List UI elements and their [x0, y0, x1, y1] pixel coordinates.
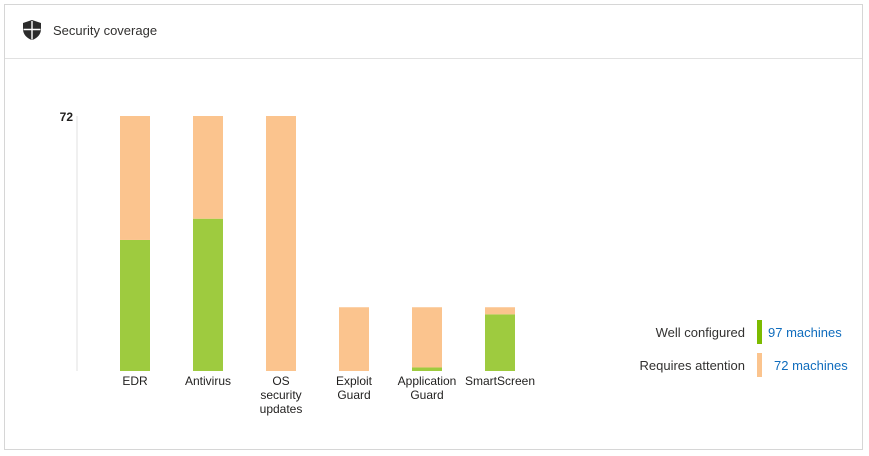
legend-label-well-configured: Well configured [655, 324, 745, 340]
security-coverage-chart: 72 EDR Antivirus OS security updates Exploit Gu… [60, 110, 535, 416]
well-configured-machines-link[interactable]: 97 machines [768, 324, 842, 340]
bar-well-configured[interactable] [412, 367, 442, 371]
bar-requires-attention[interactable] [339, 307, 369, 371]
shield-icon [23, 20, 41, 40]
legend-swatch-well-configured [757, 320, 762, 344]
bar-well-configured[interactable] [120, 239, 150, 371]
bar-requires-attention[interactable] [266, 116, 296, 371]
x-tick-label: Application Guard [398, 374, 457, 402]
x-tick-label: Exploit Guard [336, 374, 373, 402]
legend-item-well-configured: Well configured 97 machines [605, 320, 842, 344]
x-tick-label: EDR [122, 374, 148, 388]
bar-well-configured[interactable] [485, 314, 515, 371]
x-tick-label: OS security updates [260, 374, 303, 416]
legend-item-requires-attention: Requires attention 72 machines [605, 353, 848, 377]
y-tick-label: 72 [60, 110, 74, 124]
security-coverage-card: Security coverage 72 EDR Antivirus OS securi… [4, 4, 863, 450]
card-header: Security coverage [5, 5, 862, 59]
bar-requires-attention[interactable] [485, 307, 515, 315]
x-tick-label: Antivirus [185, 374, 231, 388]
legend-label-requires-attention: Requires attention [639, 357, 745, 373]
legend-swatch-requires-attention [757, 353, 762, 377]
requires-attention-machines-link[interactable]: 72 machines [774, 357, 848, 373]
x-tick-label: SmartScreen [465, 374, 535, 388]
card-title: Security coverage [53, 23, 158, 38]
bar-well-configured[interactable] [193, 218, 223, 371]
bar-requires-attention[interactable] [120, 116, 150, 240]
bar-requires-attention[interactable] [193, 116, 223, 219]
bar-requires-attention[interactable] [412, 307, 442, 368]
